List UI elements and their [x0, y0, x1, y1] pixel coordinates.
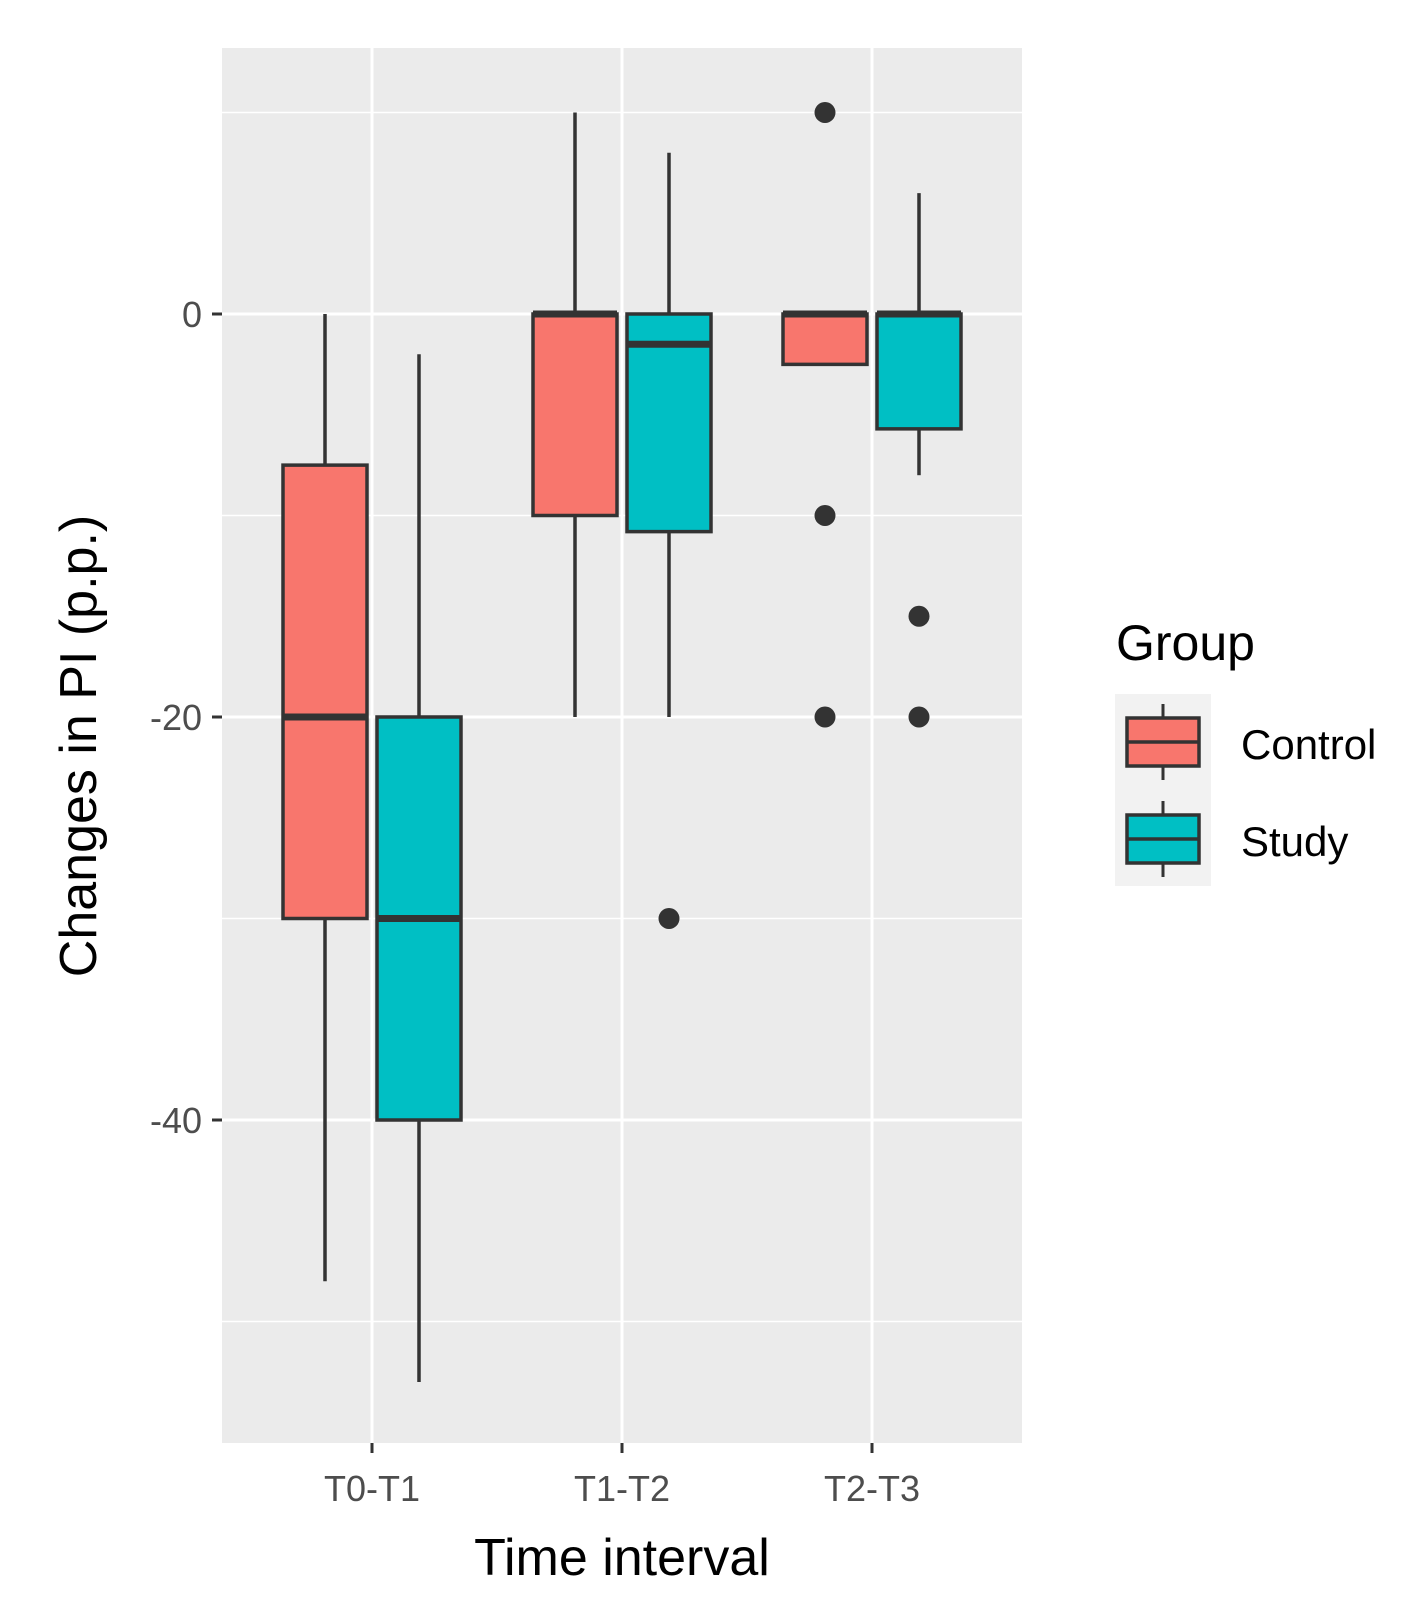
box-study-T0-T1	[375, 354, 463, 1382]
box-iqr	[281, 463, 369, 921]
box-layer	[281, 102, 963, 1382]
box-iqr	[531, 312, 619, 518]
x-tick-label: T2-T3	[824, 1468, 920, 1509]
y-tick-label: -40	[150, 1100, 202, 1141]
legend-key-study	[1125, 801, 1201, 877]
legend-label-study: Study	[1241, 818, 1348, 865]
y-tick-label: 0	[182, 294, 202, 335]
x-tick-label: T1-T2	[574, 1468, 670, 1509]
y-axis-title: Changes in PI (p.p.)	[50, 515, 108, 977]
axes: 0 -20 -40 T0-T1 T1-T2 T2-T3	[150, 294, 920, 1509]
box-study-T1-T2	[625, 152, 713, 929]
box-control-T1-T2	[531, 112, 619, 717]
outlier-point	[908, 706, 930, 728]
box-iqr	[875, 312, 963, 431]
y-tick-label: -20	[150, 697, 202, 738]
legend-label-control: Control	[1241, 721, 1376, 768]
legend-keys	[1125, 704, 1201, 877]
box-control-T0-T1	[281, 314, 369, 1282]
box-iqr	[625, 312, 713, 534]
outlier-point	[814, 505, 836, 526]
box-iqr	[781, 312, 869, 367]
outlier-point	[814, 102, 836, 123]
box-control-T2-T3	[781, 102, 869, 728]
outlier-point	[814, 706, 836, 728]
x-axis-title: Time interval	[474, 1529, 770, 1587]
legend-title: Group	[1116, 615, 1255, 671]
legend: Group Control Study	[1115, 615, 1376, 886]
box-study-T2-T3	[875, 193, 963, 728]
outlier-point	[908, 605, 930, 627]
x-tick-label: T0-T1	[324, 1468, 420, 1509]
legend-key-control	[1125, 704, 1201, 780]
outlier-point	[658, 908, 680, 929]
